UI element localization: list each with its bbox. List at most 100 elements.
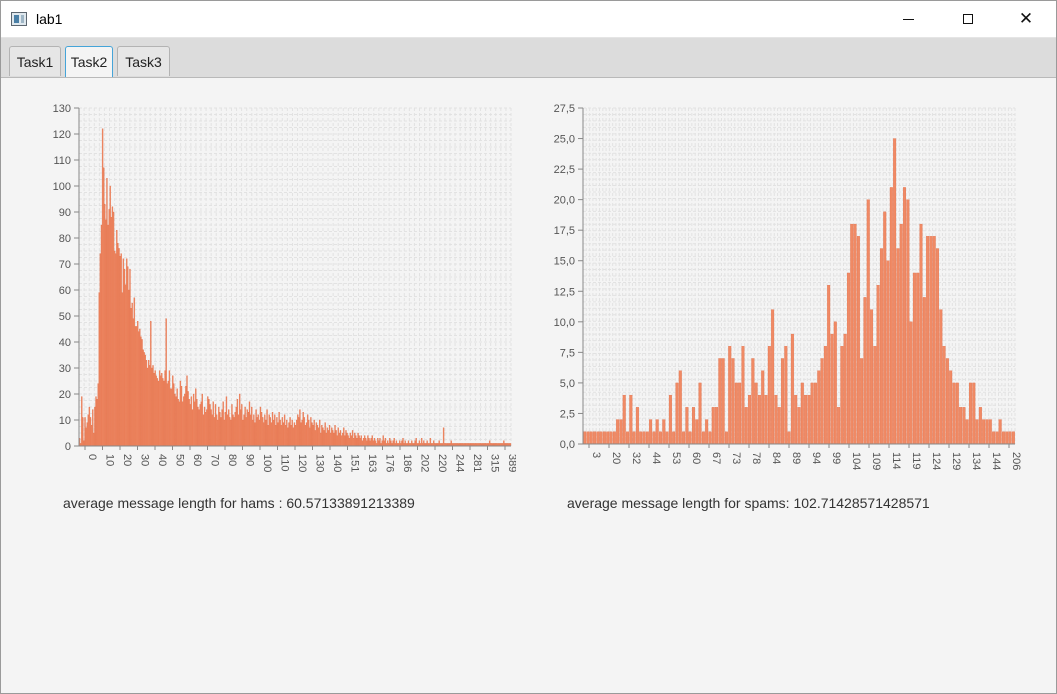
bar [293,422,296,447]
bar [863,297,867,445]
bar [258,419,261,447]
bar [678,370,682,445]
bar [321,425,323,447]
spams-average-caption: average message length for spams: 102.71… [567,495,930,511]
title-bar[interactable]: lab1 ✕ [1,1,1056,38]
bar [362,438,365,447]
bar [100,224,103,447]
bar [233,417,235,447]
minimize-button[interactable] [885,1,931,37]
bar [312,425,314,447]
bar [326,427,328,447]
close-button[interactable]: ✕ [1003,1,1049,37]
bar [314,430,316,447]
bar [238,393,241,447]
bar [386,440,389,447]
bar [179,380,182,447]
bar [402,438,404,447]
bar [429,438,432,447]
bar [399,440,401,447]
y-tick-label: 12,5 [554,286,575,298]
maximize-button[interactable] [945,1,991,37]
x-tick-label: 60 [690,452,702,464]
tab-task1[interactable]: Task1 [9,46,61,76]
bar [715,407,719,445]
bar [349,432,352,447]
bar [906,199,910,445]
bar [101,128,104,447]
bar [374,440,377,447]
x-tick-label: 40 [156,454,168,466]
y-tick-label: 70 [59,259,71,271]
bar [297,414,299,447]
bar [299,409,301,447]
y-tick-label: 20,0 [554,195,575,207]
bar [784,346,788,445]
bar [589,431,593,445]
bar [138,331,140,447]
x-tick-label: 176 [384,454,396,472]
bar [120,253,122,447]
bar [761,370,765,445]
x-tick-label: 53 [670,452,682,464]
x-tick-label: 94 [810,452,822,464]
x-tick-label: 0 [86,454,98,460]
bar [145,360,148,447]
bar [274,414,276,447]
x-tick-label: 119 [910,452,922,470]
x-tick-label: 84 [770,452,782,464]
close-icon: ✕ [1018,9,1034,28]
tab-task3[interactable]: Task3 [117,46,170,76]
bar [90,425,93,447]
bar [626,431,629,445]
x-tick-label: 89 [790,452,802,464]
bar [208,399,210,447]
bar [774,394,778,445]
bar [81,396,83,447]
bar [245,417,247,447]
y-tick-label: 30 [59,363,71,375]
bar [95,396,97,447]
x-tick-label: 120 [296,454,308,472]
bar [269,417,271,447]
tab-bar: Task1 Task2 Task3 [1,38,1056,78]
bar [817,370,821,445]
tab-task2[interactable]: Task2 [65,46,113,77]
bar [639,431,643,445]
bar [167,380,170,447]
bar [166,383,168,447]
x-tick-label: 144 [990,452,1002,470]
bar [292,427,295,447]
bar [781,358,784,445]
bar [353,438,355,447]
bar [165,318,167,447]
bar [340,435,343,447]
bar [767,346,771,445]
y-tick-label: 40 [59,337,71,349]
bar [978,407,982,445]
bar [329,432,332,447]
bar [843,333,847,445]
bar [254,422,256,447]
bar [289,417,291,447]
bar [130,308,132,447]
x-tick-label: 124 [930,452,942,470]
bar [916,272,920,445]
x-tick-label: 202 [419,454,431,472]
x-tick-label: 244 [454,454,466,472]
bar [280,425,282,447]
bar [206,409,208,447]
bar [373,438,376,447]
bar [949,370,953,445]
bar [219,412,221,447]
bar [655,419,659,445]
bar [163,380,165,447]
bar [411,440,413,447]
x-tick-label: 140 [331,454,343,472]
bar [642,431,646,445]
bar [830,333,834,445]
bar [331,427,333,447]
x-tick-label: 32 [630,452,642,464]
bar [104,204,106,447]
bar [414,440,416,447]
